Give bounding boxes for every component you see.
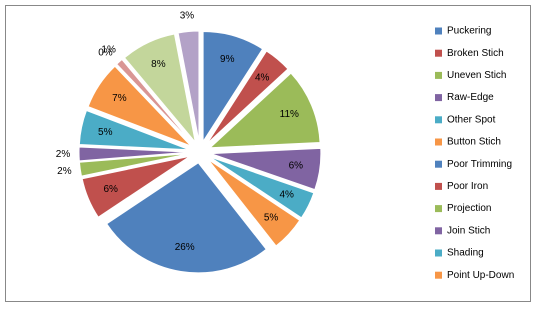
legend-label: Puckering bbox=[447, 26, 491, 37]
data-label: 1% bbox=[101, 45, 116, 56]
pie-slice bbox=[78, 109, 190, 151]
legend-swatch bbox=[435, 182, 442, 190]
pie-slice bbox=[208, 72, 321, 149]
pie-slice bbox=[207, 159, 301, 247]
data-label: 5% bbox=[264, 212, 279, 223]
pie-slice bbox=[209, 156, 315, 219]
legend-label: Uneven Stich bbox=[447, 70, 506, 81]
data-label: 2% bbox=[56, 149, 71, 160]
pie-slice bbox=[78, 146, 190, 162]
legend-swatch bbox=[435, 71, 442, 79]
pie-slice bbox=[206, 50, 289, 144]
legend-swatch bbox=[435, 160, 442, 168]
legend-swatch bbox=[435, 271, 442, 279]
legend-label: Other Spot bbox=[447, 114, 496, 125]
legend-label: Join Stich bbox=[447, 225, 490, 236]
legend-swatch bbox=[435, 94, 442, 102]
pie-slice bbox=[116, 58, 194, 145]
data-label: 26% bbox=[175, 242, 195, 253]
data-label: 3% bbox=[180, 10, 195, 21]
pie-slice bbox=[210, 147, 322, 191]
legend-swatch bbox=[435, 249, 442, 257]
legend-swatch bbox=[435, 116, 442, 124]
legend-swatch bbox=[435, 205, 442, 213]
legend-swatch bbox=[435, 27, 442, 35]
data-label: 7% bbox=[112, 93, 127, 104]
legend-swatch bbox=[435, 49, 442, 57]
legend-swatch bbox=[435, 227, 442, 235]
pie-slice bbox=[123, 33, 197, 144]
data-label: 4% bbox=[280, 190, 295, 201]
data-label: 4% bbox=[255, 72, 270, 83]
pie-slice bbox=[87, 65, 192, 147]
data-label: 8% bbox=[151, 59, 166, 70]
pie-slice bbox=[81, 155, 191, 218]
pie-slice bbox=[202, 30, 264, 144]
pie-slice bbox=[105, 162, 267, 274]
legend-label: Projection bbox=[447, 203, 491, 214]
legend-label: Poor Trimming bbox=[447, 159, 512, 170]
data-label: 9% bbox=[220, 54, 235, 65]
data-label: 6% bbox=[289, 160, 304, 171]
pie-slice bbox=[78, 153, 190, 177]
legend-label: Poor Iron bbox=[447, 181, 488, 192]
data-label: 0% bbox=[98, 47, 113, 58]
legend-label: Point Up-Down bbox=[447, 270, 514, 281]
pie-slice bbox=[177, 30, 200, 142]
data-label: 5% bbox=[98, 127, 113, 138]
legend-label: Shading bbox=[447, 248, 484, 259]
legend-label: Broken Stich bbox=[447, 48, 504, 59]
legend-label: Button Stich bbox=[447, 137, 501, 148]
data-label: 6% bbox=[103, 184, 118, 195]
legend-swatch bbox=[435, 138, 442, 146]
data-label: 2% bbox=[57, 166, 72, 177]
data-label: 11% bbox=[280, 109, 299, 120]
legend-label: Raw-Edge bbox=[447, 92, 494, 103]
